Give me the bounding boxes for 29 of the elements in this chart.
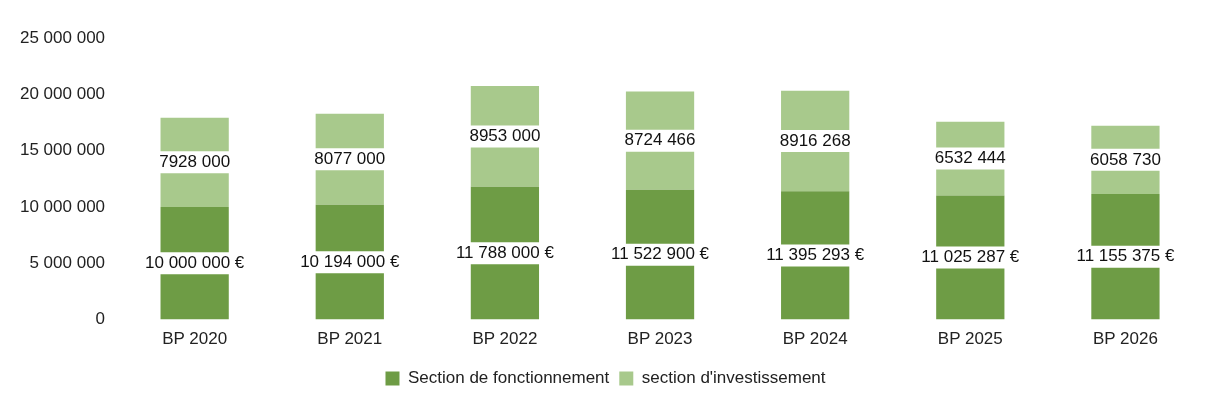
data-label: 10 194 000 € [300, 251, 400, 271]
y-tick-label: 10 000 000 [19, 196, 106, 216]
y-tick-label: 0 [95, 309, 106, 329]
y-tick-label: 25 000 000 [19, 27, 106, 47]
data-label: 11 788 000 € [455, 242, 555, 262]
x-tick-label: BP 2021 [317, 329, 383, 349]
data-label: 11 522 900 € [611, 244, 710, 264]
y-tick-label: 5 000 000 [29, 252, 106, 272]
x-tick-label: BP 2024 [782, 329, 848, 349]
x-tick-label: BP 2020 [162, 329, 228, 349]
data-label: 8077 000 [314, 148, 386, 168]
data-label: 11 025 287 € [921, 247, 1020, 267]
data-label: 11 155 375 € [1076, 246, 1175, 266]
legend-label: section d'investissement [641, 368, 826, 388]
x-tick-label: BP 2025 [937, 329, 1003, 349]
y-tick-label: 15 000 000 [19, 140, 106, 160]
legend-label: Section de fonctionnement [407, 368, 610, 388]
data-label: 10 000 000 € [145, 252, 245, 272]
data-label: 7928 000 [159, 152, 231, 171]
data-label: 8916 268 [779, 130, 851, 150]
x-tick-label: BP 2026 [1092, 329, 1158, 349]
data-label: 6058 730 [1089, 149, 1161, 169]
x-tick-label: BP 2023 [627, 329, 693, 349]
x-tick-label: BP 2022 [472, 329, 538, 349]
data-label: 11 395 293 € [766, 245, 865, 265]
data-label: 8724 466 [624, 130, 696, 150]
data-label: 8953 000 [469, 126, 541, 146]
data-label: 6532 444 [934, 148, 1006, 168]
y-tick-label: 20 000 000 [19, 84, 106, 104]
